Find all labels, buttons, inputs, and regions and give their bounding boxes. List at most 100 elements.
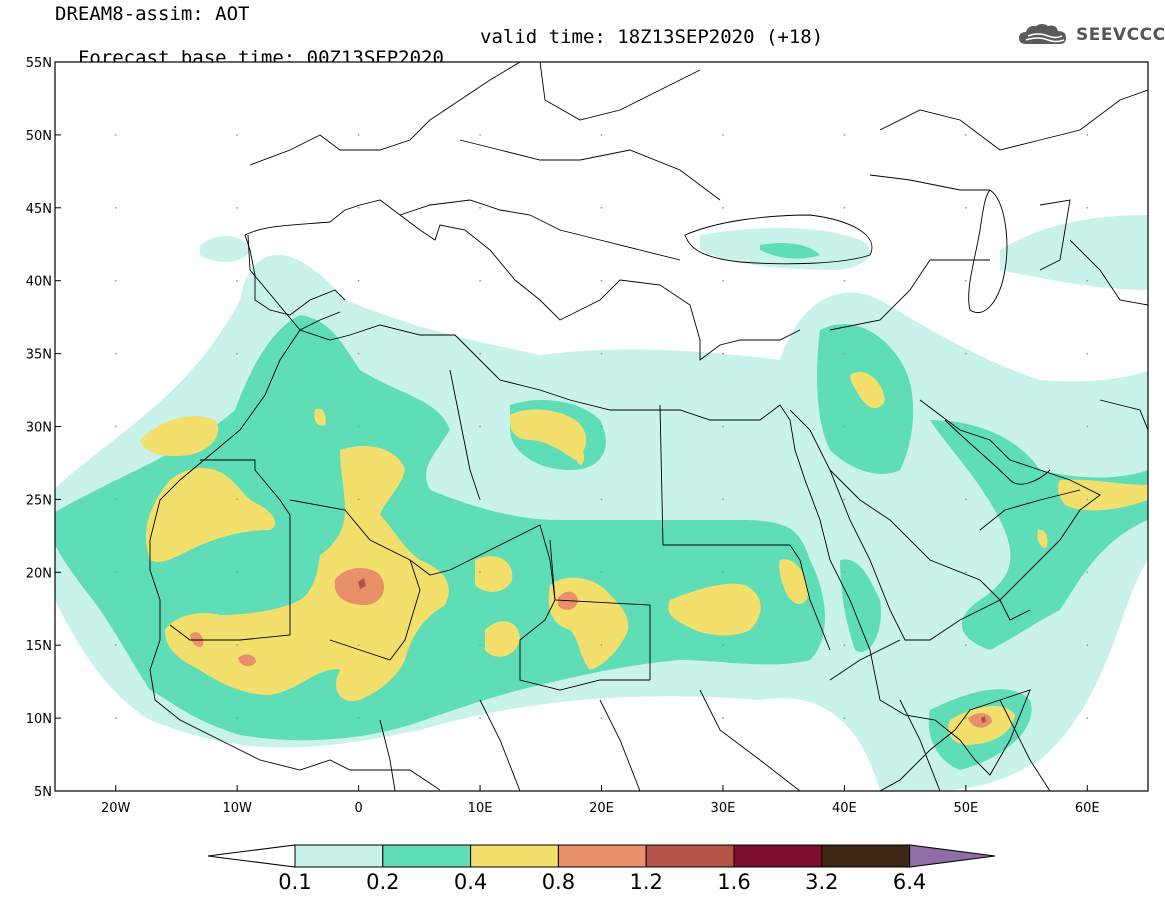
grid-dot xyxy=(722,644,724,647)
grid-dot xyxy=(236,279,239,282)
grid-dot xyxy=(722,498,724,501)
grid-dot xyxy=(479,352,481,355)
valid-time-text: valid time: 18Z13SEP2020 (+18) xyxy=(480,26,824,48)
grid-dot xyxy=(236,206,239,209)
grid-dot xyxy=(479,134,481,136)
grid-dot xyxy=(1086,206,1089,209)
lat-tick-label: 10N xyxy=(26,712,52,727)
lat-tick-label: 35N xyxy=(26,348,52,363)
grid-dot xyxy=(843,352,846,355)
grid-dot xyxy=(964,571,967,574)
grid-dot xyxy=(357,717,360,719)
grid-dot xyxy=(357,134,360,136)
lon-tick-label: 40E xyxy=(832,801,857,816)
grid-dot xyxy=(600,352,603,355)
colorbar-label: 0.1 xyxy=(278,870,311,894)
grid-dot xyxy=(236,717,239,719)
grid-dot xyxy=(357,425,360,428)
grid-dot xyxy=(114,498,117,501)
lon-tick-label: 10E xyxy=(468,801,493,816)
grid-dot xyxy=(357,498,360,501)
grid-dot xyxy=(722,134,724,136)
grid-dot xyxy=(964,425,967,428)
grid-dot xyxy=(479,279,481,282)
grid-dot xyxy=(1086,279,1089,282)
grid-dot xyxy=(964,498,967,501)
grid-dot xyxy=(479,498,481,501)
lon-tick-label: 10W xyxy=(222,801,252,816)
grid-dot xyxy=(964,717,967,719)
grid-dot xyxy=(114,352,117,355)
lat-tick-label: 50N xyxy=(26,129,52,144)
colorbar-box xyxy=(821,844,911,868)
grid-dot xyxy=(722,717,724,719)
grid-dot xyxy=(357,571,360,574)
lat-tick-label: 55N xyxy=(26,56,52,71)
colorbar-label: 1.6 xyxy=(717,870,750,894)
seevccc-logo: SEEVCCC xyxy=(1018,22,1165,48)
grid-dot xyxy=(600,717,603,719)
grid-dot xyxy=(964,644,967,647)
grid-dot xyxy=(357,644,360,647)
grid-dot xyxy=(236,134,239,136)
lon-tick-label: 50E xyxy=(953,801,978,816)
cloud-icon xyxy=(1019,24,1066,44)
grid-dot xyxy=(843,279,846,282)
grid-dot xyxy=(1086,644,1089,647)
grid-dot xyxy=(479,644,481,647)
grid-dot xyxy=(843,206,846,209)
grid-dot xyxy=(357,279,360,282)
grid-dot xyxy=(1086,134,1089,136)
grid-dot xyxy=(600,206,603,209)
coastlines-and-borders xyxy=(149,62,1148,791)
grid-dot xyxy=(722,352,724,355)
colorbar: 0.1 0.2 0.4 0.8 1.2 1.6 3.2 6.4 xyxy=(207,844,996,894)
grid-dot xyxy=(964,206,967,209)
colorbar-label: 6.4 xyxy=(893,870,926,894)
lon-tick-label: 20E xyxy=(589,801,614,816)
grid-dot xyxy=(114,717,117,719)
grid-dot xyxy=(964,352,967,355)
grid-dot xyxy=(843,717,846,719)
colorbar-label: 0.2 xyxy=(366,870,399,894)
grid-dot xyxy=(843,498,846,501)
grid-dot xyxy=(479,425,481,428)
grid-dot xyxy=(600,134,603,136)
colorbar-box xyxy=(382,844,472,868)
grid-dot xyxy=(843,644,846,647)
colorbar-label: 0.4 xyxy=(454,870,487,894)
grid-dot xyxy=(1086,498,1089,501)
grid-dot xyxy=(600,571,603,574)
grid-dot xyxy=(964,279,967,282)
grid-dot xyxy=(236,425,239,428)
lat-tick-label: 15N xyxy=(26,639,52,654)
grid-dot xyxy=(722,279,724,282)
lat-tick-label: 20N xyxy=(26,566,52,581)
grid-dot xyxy=(236,498,239,501)
lat-tick-label: 45N xyxy=(26,202,52,217)
map-title: DREAM8-assim: AOT xyxy=(55,3,250,25)
grid-dot xyxy=(236,571,239,574)
grid-dot xyxy=(600,644,603,647)
grid-dot xyxy=(236,644,239,647)
colorbar-label: 1.2 xyxy=(629,870,662,894)
lon-tick-label: 60E xyxy=(1075,801,1100,816)
grid-dot xyxy=(114,134,117,136)
grid-dot xyxy=(1086,717,1089,719)
lon-tick-label: 30E xyxy=(711,801,736,816)
grid-dot xyxy=(722,425,724,428)
lat-tick-label: 5N xyxy=(34,785,52,800)
grid-dot xyxy=(479,206,481,209)
grid-dot xyxy=(114,279,117,282)
colorbar-extend-low xyxy=(207,844,296,868)
grid-dot xyxy=(722,206,724,209)
grid-dot xyxy=(843,425,846,428)
grid-dot xyxy=(114,206,117,209)
grid-dot xyxy=(600,498,603,501)
grid-dot xyxy=(964,134,967,136)
grid-dot xyxy=(843,134,846,136)
grid-dot xyxy=(114,644,117,647)
colorbar-box xyxy=(470,844,559,868)
colorbar-box xyxy=(294,844,384,868)
